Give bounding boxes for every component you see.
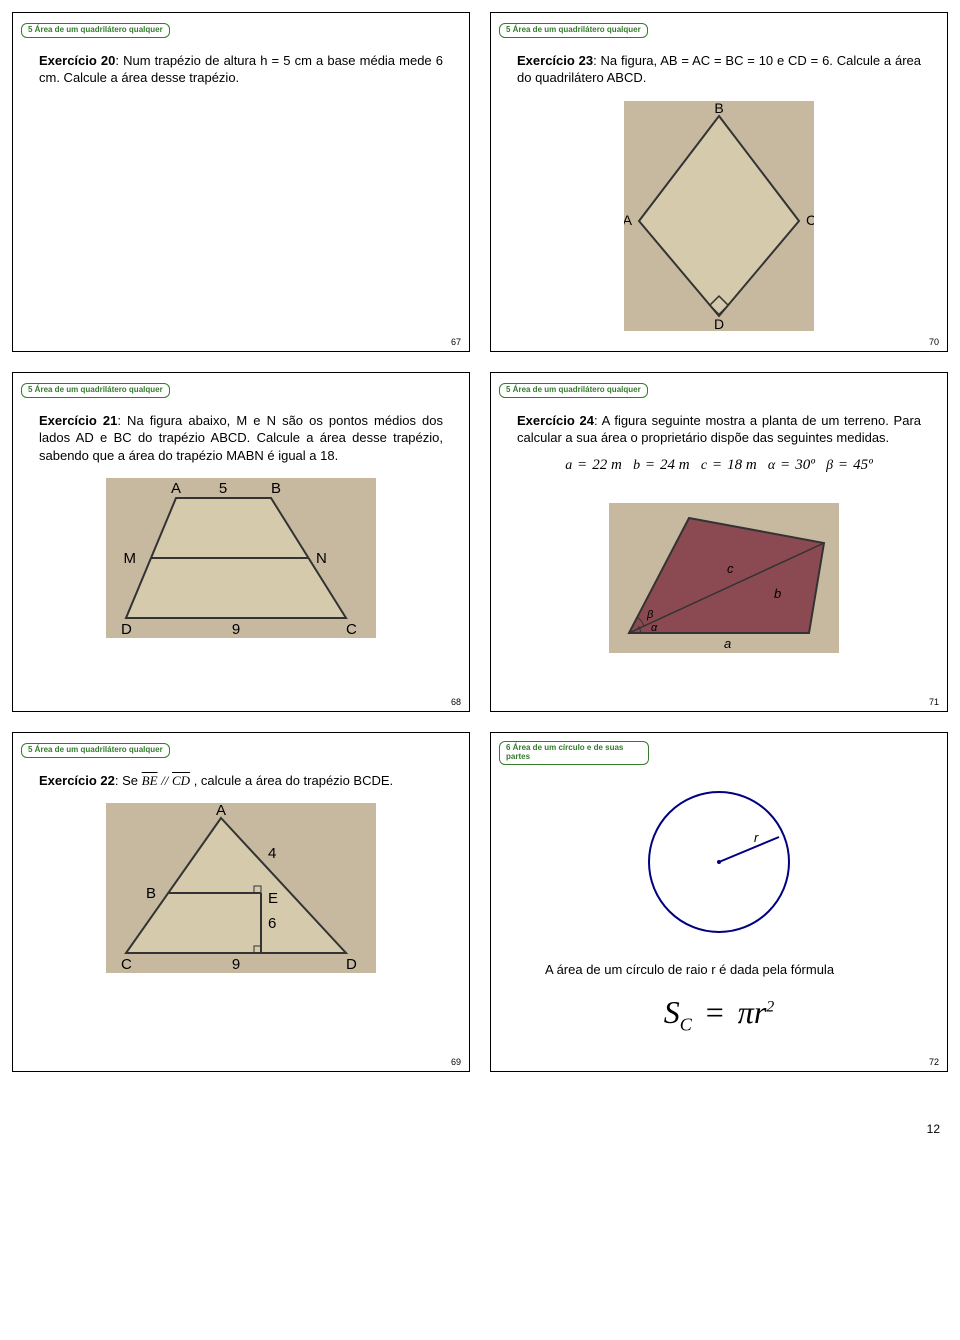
- section-tab: 5 Área de um quadrilátero qualquer: [21, 21, 170, 38]
- svg-text:A: A: [171, 480, 181, 497]
- svg-text:9: 9: [232, 621, 240, 638]
- tab-label: 5 Área de um quadrilátero qualquer: [21, 743, 170, 758]
- exercise-body-a: : Se: [115, 773, 142, 788]
- tab-label: 6 Área de um círculo e de suas partes: [499, 741, 649, 765]
- section-tab: 5 Área de um quadrilátero qualquer: [499, 381, 648, 398]
- svg-text:A: A: [624, 212, 633, 228]
- terrain-figure: α β a b c: [579, 498, 859, 658]
- tab-label: 5 Área de um quadrilátero qualquer: [499, 383, 648, 398]
- section-tab: 5 Área de um quadrilátero qualquer: [499, 21, 648, 38]
- svg-text:5: 5: [219, 480, 227, 497]
- slide-72: 6 Área de um círculo e de suas partes r …: [490, 732, 948, 1072]
- svg-text:N: N: [316, 550, 327, 567]
- svg-text:C: C: [806, 212, 814, 228]
- svg-text:B: B: [146, 885, 156, 902]
- slide-68: 5 Área de um quadrilátero qualquer Exerc…: [12, 372, 470, 712]
- circle-text: A área de um círculo de raio r é dada pe…: [499, 953, 939, 987]
- exercise-number: Exercício 23: [517, 53, 593, 68]
- section-tab: 6 Área de um círculo e de suas partes: [499, 741, 649, 765]
- area-formula: SC = πr2: [499, 994, 939, 1035]
- svg-text:D: D: [121, 621, 132, 638]
- parallel-symbol: //: [161, 773, 168, 788]
- trapezoid-figure: A B 5 M N D C 9: [106, 478, 376, 638]
- slide-grid: 5 Área de um quadrilátero qualquer Exerc…: [12, 12, 948, 1072]
- svg-text:6: 6: [268, 915, 276, 932]
- exercise-text: Exercício 24: A figura seguinte mostra a…: [499, 404, 939, 492]
- svg-text:β: β: [646, 609, 654, 621]
- svg-text:M: M: [124, 550, 137, 567]
- svg-text:9: 9: [232, 956, 240, 973]
- svg-text:4: 4: [268, 845, 276, 862]
- slide-number: 70: [929, 337, 939, 347]
- exercise-number: Exercício 21: [39, 413, 117, 428]
- segment-cd: CD: [172, 773, 190, 788]
- svg-text:c: c: [727, 561, 734, 576]
- section-tab: 5 Área de um quadrilátero qualquer: [21, 381, 170, 398]
- tab-label: 5 Área de um quadrilátero qualquer: [21, 383, 170, 398]
- exercise-body-b: , calcule a área do trapézio BCDE.: [194, 773, 393, 788]
- svg-text:D: D: [346, 956, 357, 973]
- tab-label: 5 Área de um quadrilátero qualquer: [21, 23, 170, 38]
- svg-text:α: α: [651, 622, 658, 634]
- quadrilateral-figure: B A C D: [624, 101, 814, 331]
- slide-70: 5 Área de um quadrilátero qualquer Exerc…: [490, 12, 948, 352]
- svg-text:B: B: [271, 480, 281, 497]
- slide-number: 68: [451, 697, 461, 707]
- svg-text:B: B: [714, 101, 723, 116]
- svg-text:b: b: [774, 586, 781, 601]
- circle-figure: r: [619, 777, 819, 947]
- slide-69: 5 Área de um quadrilátero qualquer Exerc…: [12, 732, 470, 1072]
- svg-text:a: a: [724, 636, 731, 651]
- slide-number: 71: [929, 697, 939, 707]
- exercise-text: Exercício 22: Se BE // CD , calcule a ár…: [21, 764, 461, 798]
- exercise-text: Exercício 20: Num trapézio de altura h =…: [21, 44, 461, 95]
- slide-71: 5 Área de um quadrilátero qualquer Exerc…: [490, 372, 948, 712]
- measures-line: a = 22 m b = 24 m c = 18 m α = 30º β = 4…: [517, 455, 921, 476]
- svg-text:C: C: [121, 956, 132, 973]
- section-tab: 5 Área de um quadrilátero qualquer: [21, 741, 170, 758]
- page-number: 12: [12, 1102, 948, 1140]
- circle-body: A área de um círculo de raio r é dada pe…: [545, 962, 834, 977]
- exercise-text: Exercício 21: Na figura abaixo, M e N sã…: [21, 404, 461, 473]
- svg-text:E: E: [268, 890, 278, 907]
- svg-text:D: D: [714, 316, 724, 331]
- slide-number: 69: [451, 1057, 461, 1067]
- exercise-number: Exercício 24: [517, 413, 594, 428]
- slide-number: 67: [451, 337, 461, 347]
- exercise-number: Exercício 22: [39, 773, 115, 788]
- tab-label: 5 Área de um quadrilátero qualquer: [499, 23, 648, 38]
- slide-67: 5 Área de um quadrilátero qualquer Exerc…: [12, 12, 470, 352]
- exercise-text: Exercício 23: Na figura, AB = AC = BC = …: [499, 44, 939, 95]
- segment-be: BE: [142, 773, 158, 788]
- triangle-trapezoid-figure: A B E C D 9 4 6: [106, 803, 376, 973]
- svg-text:C: C: [346, 621, 357, 638]
- exercise-number: Exercício 20: [39, 53, 115, 68]
- slide-number: 72: [929, 1057, 939, 1067]
- svg-text:A: A: [216, 803, 226, 819]
- svg-text:r: r: [754, 830, 759, 845]
